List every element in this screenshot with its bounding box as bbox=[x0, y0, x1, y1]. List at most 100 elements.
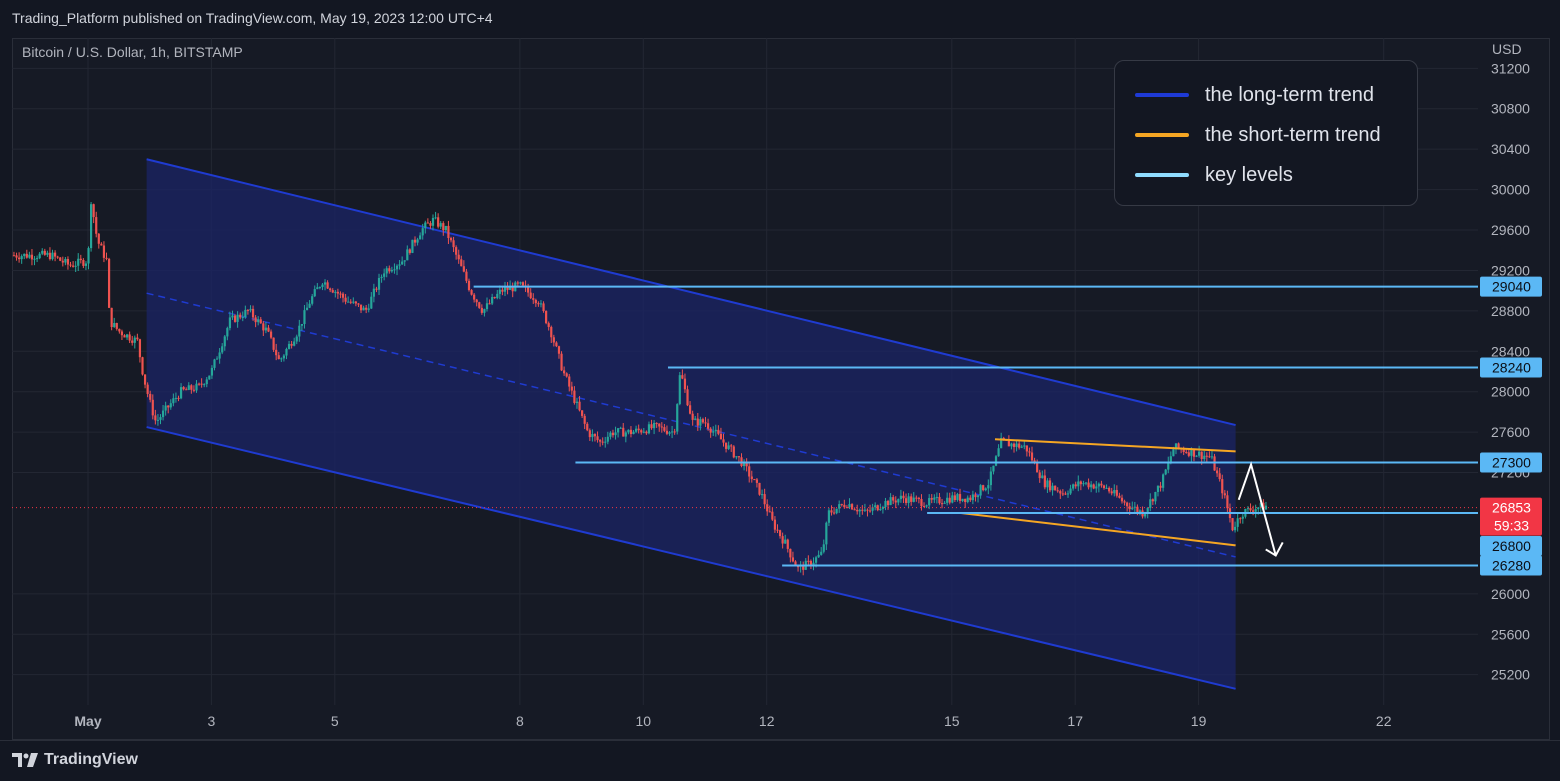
time-tick-label: 19 bbox=[1191, 713, 1207, 729]
tradingview-logo[interactable]: TradingView bbox=[12, 751, 138, 769]
candle-body bbox=[95, 217, 98, 234]
candle-body bbox=[1264, 505, 1268, 510]
candle-body bbox=[403, 260, 406, 262]
candle-body bbox=[246, 309, 250, 311]
price-tick-label: 25600 bbox=[1491, 626, 1530, 642]
candle-body bbox=[760, 494, 764, 496]
candle-body bbox=[354, 301, 357, 304]
candle-body bbox=[233, 315, 237, 322]
price-tick-label: 26000 bbox=[1491, 586, 1530, 602]
legend-swatch-key-levels bbox=[1135, 173, 1189, 177]
candle-body bbox=[1156, 485, 1160, 492]
candle-body bbox=[596, 436, 599, 441]
candle-body bbox=[388, 268, 391, 272]
candle-body bbox=[110, 307, 113, 328]
candle-body bbox=[429, 223, 432, 226]
candle-body bbox=[1203, 455, 1206, 460]
candle-body bbox=[742, 461, 746, 467]
candle-body bbox=[151, 399, 154, 416]
forecast-arrow bbox=[1237, 461, 1277, 556]
candle-body bbox=[1020, 446, 1023, 448]
candle-body bbox=[359, 304, 363, 311]
candle-body bbox=[185, 389, 188, 391]
candle-body bbox=[586, 423, 589, 431]
candle-body bbox=[668, 432, 671, 434]
candle-body bbox=[1123, 501, 1126, 503]
candle-body bbox=[1172, 449, 1175, 457]
candle-body bbox=[519, 282, 522, 284]
candle-body bbox=[933, 497, 936, 500]
candle-body bbox=[226, 328, 229, 337]
candle-body bbox=[856, 509, 859, 512]
candle-body bbox=[1234, 526, 1237, 531]
candle-body bbox=[511, 286, 514, 292]
candle-body bbox=[537, 303, 540, 305]
candle-body bbox=[778, 530, 782, 537]
candle-body bbox=[141, 357, 144, 375]
candle-body bbox=[146, 384, 149, 394]
candle-body bbox=[303, 310, 306, 324]
candle-body bbox=[203, 384, 206, 386]
candle-body bbox=[802, 564, 805, 570]
candle-body bbox=[339, 293, 342, 295]
candle-body bbox=[1102, 485, 1106, 489]
legend-label: the long-term trend bbox=[1205, 83, 1374, 106]
candle-body bbox=[480, 307, 483, 313]
candle-body bbox=[1177, 443, 1180, 449]
candle-body bbox=[1082, 483, 1085, 485]
candle-body bbox=[1105, 487, 1108, 489]
candle-body bbox=[1090, 484, 1093, 488]
channel-mid-line bbox=[146, 292, 1236, 558]
candle-body bbox=[102, 245, 106, 258]
candle-body bbox=[581, 410, 584, 416]
candle-body bbox=[817, 554, 820, 558]
candle-body bbox=[786, 539, 789, 549]
candle-body bbox=[727, 445, 730, 449]
candle-body bbox=[645, 431, 648, 434]
candle-body bbox=[570, 386, 573, 391]
candle-body bbox=[1239, 518, 1242, 520]
candle-body bbox=[149, 393, 152, 400]
candle-body bbox=[1092, 484, 1095, 489]
legend-swatch-long-term bbox=[1135, 93, 1189, 97]
short-trend-upper bbox=[994, 438, 1236, 453]
candle-body bbox=[1038, 472, 1041, 479]
candle-body bbox=[1118, 495, 1121, 498]
candle-body bbox=[1028, 451, 1031, 453]
candle-body bbox=[1200, 451, 1203, 460]
candle-body bbox=[210, 367, 214, 376]
candle-body bbox=[935, 496, 938, 498]
candle-body bbox=[411, 239, 414, 253]
candle-body bbox=[334, 291, 337, 293]
candle-body bbox=[401, 261, 404, 265]
candle-body bbox=[989, 471, 992, 486]
candle-body bbox=[1007, 440, 1010, 447]
candle-body bbox=[601, 441, 604, 443]
candle-body bbox=[125, 334, 129, 338]
candle-body bbox=[277, 355, 280, 360]
candle-body bbox=[964, 498, 967, 503]
candle-body bbox=[1056, 490, 1059, 492]
last-price-value: 26853 bbox=[1492, 500, 1531, 516]
candle-body bbox=[830, 510, 833, 513]
time-tick-label: 15 bbox=[944, 713, 960, 729]
candle-body bbox=[871, 507, 874, 511]
candle-body bbox=[89, 204, 93, 249]
candle-body bbox=[850, 504, 854, 510]
candle-body bbox=[1195, 455, 1198, 457]
candle-body bbox=[1159, 485, 1162, 488]
candle-body bbox=[213, 359, 216, 368]
candle-body bbox=[894, 500, 897, 503]
legend-box: the long-term trend the short-term trend… bbox=[1114, 60, 1418, 206]
candle-body bbox=[437, 217, 440, 227]
footer-bar: TradingView bbox=[0, 740, 1560, 781]
candle-body bbox=[79, 258, 82, 261]
candle-body bbox=[107, 258, 111, 308]
candle-body bbox=[449, 238, 453, 241]
candle-body bbox=[1069, 488, 1072, 494]
candle-body bbox=[647, 424, 651, 434]
candle-body bbox=[611, 432, 615, 436]
candle-body bbox=[87, 248, 90, 264]
candle-body bbox=[97, 233, 100, 244]
